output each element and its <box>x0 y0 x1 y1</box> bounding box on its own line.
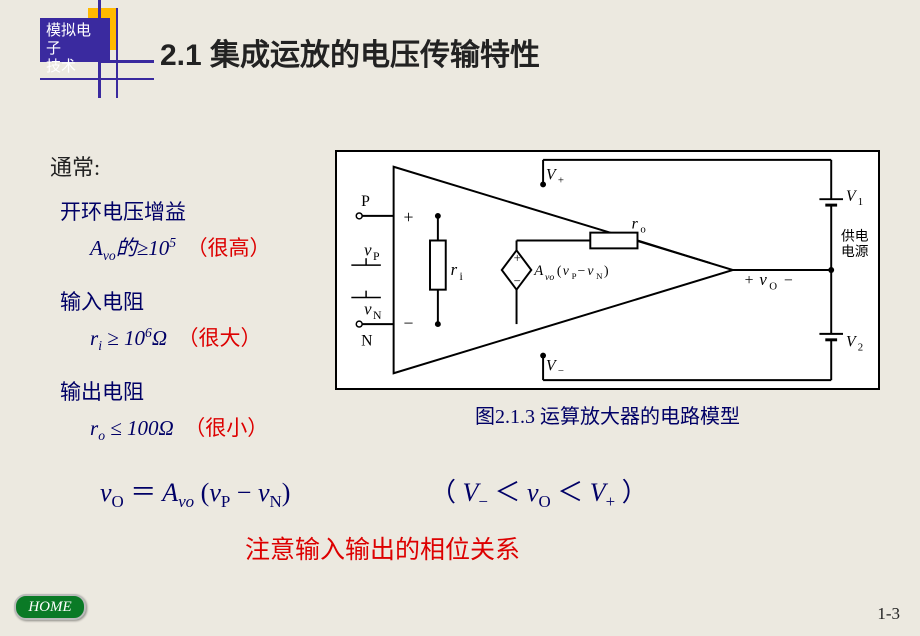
svg-text:+: + <box>558 174 564 186</box>
svg-text:v: v <box>563 263 570 278</box>
svg-text:P: P <box>572 271 577 281</box>
svg-text:A: A <box>533 263 544 279</box>
usually-label: 通常: <box>50 150 320 182</box>
logo-line2: 技术 <box>46 59 76 75</box>
output-equation: vO ＝ Avo (vP − vN) <box>100 472 290 512</box>
course-logo: 模拟电子技术 <box>40 0 120 80</box>
svg-text:−: − <box>784 272 793 289</box>
gain-value: Avo的≥105 （很高） <box>90 232 320 264</box>
parameter-list: 通常: 开环电压增益 Avo的≥105 （很高） 输入电阻 ri ≥ 106Ω … <box>50 150 320 445</box>
page-number: 1-3 <box>877 604 900 624</box>
svg-text:供电: 供电 <box>841 229 869 244</box>
svg-text:2: 2 <box>858 342 863 354</box>
diagram-caption: 图2.1.3 运算放大器的电路模型 <box>335 400 880 429</box>
svg-text:O: O <box>769 281 777 293</box>
logo-line1: 模拟电子 <box>46 23 91 57</box>
svg-text:P: P <box>361 193 370 210</box>
svg-text:V: V <box>846 188 858 205</box>
home-button[interactable]: HOME <box>14 594 86 620</box>
slide-title: 2.1 集成运放的电压传输特性 <box>160 30 540 74</box>
rin-value: ri ≥ 106Ω （很大） <box>90 322 320 354</box>
circuit-diagram: P + N − v P v N r i <box>335 150 880 405</box>
svg-text:V: V <box>846 334 858 351</box>
svg-text:−: − <box>558 365 564 377</box>
svg-text:N: N <box>361 333 372 350</box>
range-equation: （ V− ＜ vO ＜ V+ ） <box>430 472 648 512</box>
svg-text:+: + <box>745 272 754 289</box>
svg-text:v: v <box>759 270 767 289</box>
svg-text:−: − <box>403 313 413 333</box>
svg-text:r: r <box>632 216 639 233</box>
phase-note: 注意输入输出的相位关系 <box>245 530 520 566</box>
svg-text:(: ( <box>557 263 562 279</box>
svg-text:V: V <box>546 167 558 184</box>
svg-text:V: V <box>546 357 558 374</box>
svg-text:r: r <box>451 260 458 279</box>
svg-text:vo: vo <box>545 272 554 283</box>
svg-text:N: N <box>373 308 382 322</box>
svg-text:i: i <box>460 269 464 283</box>
gain-label: 开环电压增益 <box>60 196 320 226</box>
rin-label: 输入电阻 <box>60 286 320 316</box>
svg-text:v: v <box>364 240 372 259</box>
svg-text:−: − <box>578 263 586 278</box>
svg-text:N: N <box>596 271 603 281</box>
svg-text:P: P <box>373 249 380 263</box>
svg-text:+: + <box>403 207 413 227</box>
svg-text:v: v <box>587 263 594 278</box>
rout-label: 输出电阻 <box>60 376 320 406</box>
svg-text:): ) <box>604 263 609 279</box>
svg-text:电源: 电源 <box>841 244 869 259</box>
svg-text:o: o <box>640 224 645 236</box>
svg-text:1: 1 <box>858 196 863 208</box>
svg-text:+: + <box>514 251 521 265</box>
svg-text:v: v <box>364 299 372 318</box>
rout-value: ro ≤ 100Ω （很小） <box>90 412 320 444</box>
svg-text:−: − <box>514 274 521 288</box>
